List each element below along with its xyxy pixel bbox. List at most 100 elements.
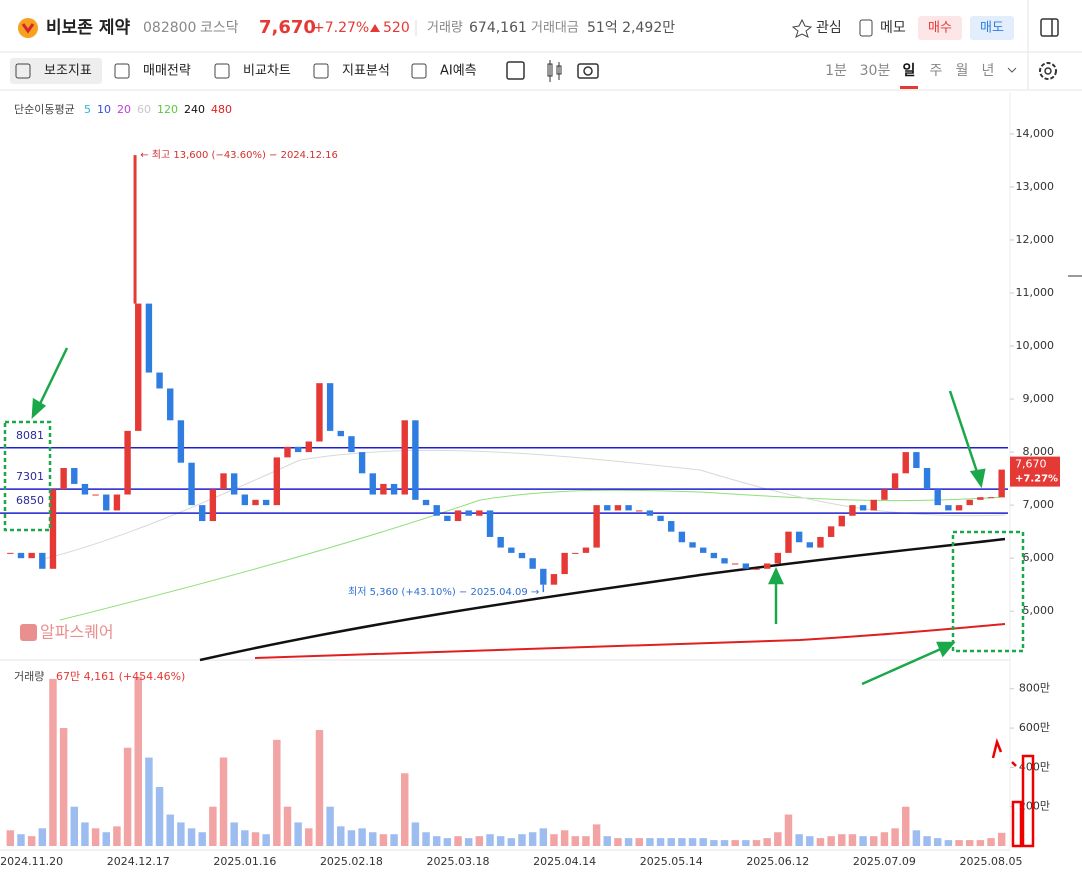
candle [998,469,1005,498]
volume-note: 67만 4,161 (+454.46%) [56,670,185,683]
memo-icon[interactable] [859,19,873,37]
tool-icon[interactable] [313,63,329,79]
volume-label: 거래량 [427,21,463,36]
volume-bar [59,728,68,846]
volume-bar [230,822,238,846]
candle [7,552,14,554]
candle [316,383,323,442]
period-button[interactable]: 일 [903,63,916,79]
volume-bar [411,822,420,846]
watch-button[interactable]: 관심 [816,20,842,36]
highlight-box [3,420,52,532]
candle [486,510,494,537]
logo [18,18,38,38]
candle [305,441,312,453]
tool-button[interactable]: 매매전략 [143,64,191,79]
period-button[interactable]: 주 [930,63,943,79]
period-button[interactable]: 년 [982,63,995,79]
sell-text[interactable]: 매도 [980,21,1004,36]
candle [604,505,611,511]
volume-bar [507,838,516,846]
toolbar: 보조지표 매매전략 비교차트 지표분석 AI예측 [15,63,477,79]
volume-bar [369,832,377,846]
sell-button[interactable] [970,16,1014,40]
tool-icon[interactable] [15,63,31,79]
periods: 1분 30분 일 주 월 년 [825,63,994,89]
tool-button[interactable]: AI예측 [440,64,477,79]
tool-active [10,58,102,84]
candle [689,542,696,548]
tool-button[interactable]: 지표분석 [342,64,390,79]
period-button[interactable]: 월 [956,63,969,79]
box-icon[interactable] [506,61,525,80]
candle [923,468,931,490]
candle [817,536,824,548]
tool-button[interactable]: 비교차트 [243,64,291,79]
candle [625,505,632,511]
watermark-logo [20,624,37,641]
ma-480 [254,623,1006,659]
period-button[interactable]: 1분 [825,63,847,79]
candle [241,494,249,506]
candle [209,489,217,522]
candle [188,462,195,506]
tool-icon[interactable] [411,63,427,79]
memo-button[interactable]: 메모 [880,20,906,36]
ma-120 [59,489,1006,621]
camera-icon[interactable] [577,63,599,79]
volume-bar [315,730,324,846]
tool-icon[interactable] [214,63,230,79]
tool-icon[interactable] [114,63,130,79]
candle [156,372,163,389]
candle [71,468,78,484]
candle [700,547,707,553]
candle [827,526,835,537]
volume-bar [294,822,302,846]
y-tick-label: 11,000 [1016,286,1055,299]
buy-text[interactable]: 매수 [928,21,952,36]
x-tick-label: 2024.11.20 [0,855,63,868]
candle-icon[interactable] [547,60,562,82]
candle [124,430,131,495]
x-tick-label: 2025.03.18 [427,855,490,868]
amount: 51억 2,492만 [587,20,675,36]
volume-bar [571,836,580,846]
candle [518,552,526,559]
price-tag [1010,456,1060,487]
tool-button[interactable]: 보조지표 [44,64,92,79]
volume-bar [859,836,867,846]
candle [49,489,57,569]
volume-bar [912,830,921,846]
candle [710,552,718,559]
candle [81,483,89,495]
arrows [31,347,986,686]
candle [636,510,643,512]
candle [369,473,376,495]
ma-legend-item: 240 [184,103,205,116]
x-tick-label: 2025.05.14 [640,855,703,868]
candle [955,505,963,511]
candle [337,430,344,437]
volume-tick-label: 400만 [1019,760,1050,773]
volume-bar [496,836,505,846]
panel-icon[interactable] [1040,18,1059,37]
period-button[interactable]: 30분 [860,63,891,79]
volume-bar [454,836,462,846]
stock-code: 082800 [143,20,196,36]
candle [465,510,472,516]
candle [785,531,792,553]
candle [284,446,291,458]
volume-tick-label: 200만 [1019,800,1050,813]
volume-bar [635,838,643,846]
candle [422,499,430,506]
volume-bar [838,834,846,846]
volume-bar [262,834,270,846]
y-tick-label: 12,000 [1016,233,1055,246]
buy-button[interactable] [918,16,962,40]
settings-icon[interactable] [1039,62,1057,80]
star-icon[interactable] [791,18,813,38]
candle [497,536,504,548]
candle [145,303,153,373]
candle [60,468,67,490]
chevron[interactable] [1007,67,1017,73]
